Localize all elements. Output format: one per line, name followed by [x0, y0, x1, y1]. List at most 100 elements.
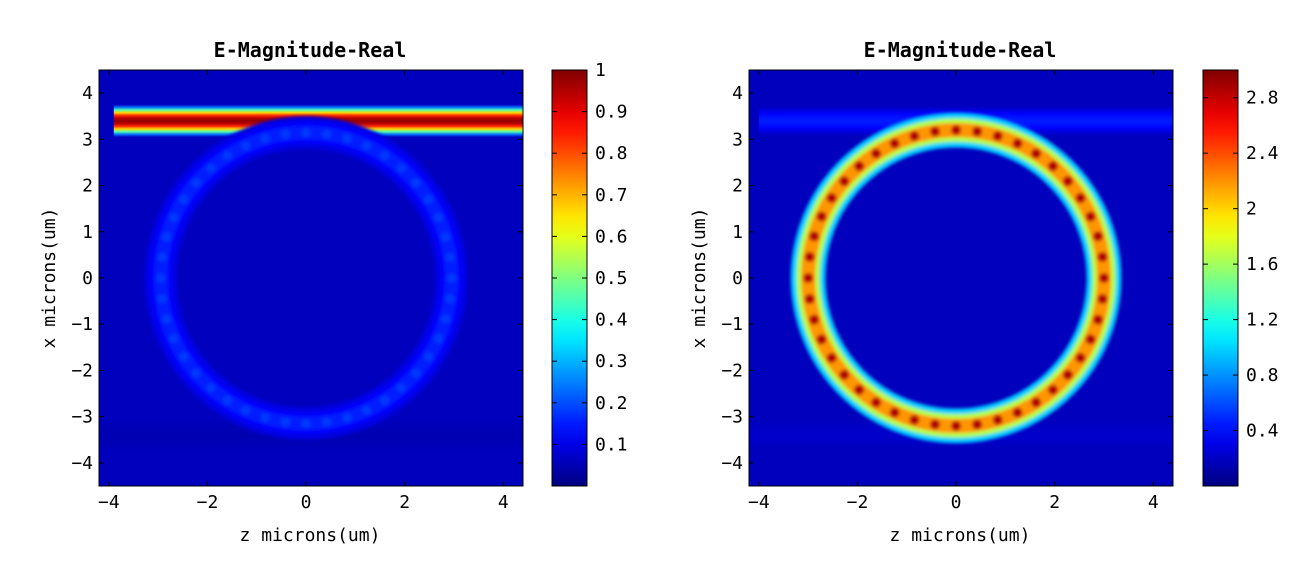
ring-field-peak	[1092, 314, 1104, 325]
ring-field-peak	[839, 176, 850, 187]
ring-field-peak	[240, 140, 251, 151]
colorbar-tick-label: 1	[595, 60, 606, 81]
ring-field-peak	[445, 293, 455, 304]
colorbar-tick-label: 0.5	[595, 268, 628, 289]
ring-field-peak	[871, 148, 882, 159]
y-tick-label: 1	[732, 222, 743, 243]
ring-field-peak	[951, 420, 962, 431]
y-tick-label: 2	[732, 176, 743, 197]
ring-field-peak	[157, 293, 167, 304]
colorbar-frame	[1202, 69, 1239, 487]
ring-field-peak	[440, 314, 451, 324]
ring-field-peak	[992, 414, 1003, 425]
colorbar-tick-label: 1.2	[1246, 310, 1279, 331]
y-tick-label: 3	[82, 129, 93, 150]
y-tick-label: 3	[732, 129, 743, 150]
ring-field-peak	[1062, 369, 1073, 380]
y-tick-label: −1	[721, 314, 743, 335]
heatmap-field	[99, 70, 523, 486]
ring-field-peak	[446, 273, 457, 283]
ring-field-peak	[1085, 334, 1096, 345]
colorbar-tick-label: 0.4	[595, 310, 628, 331]
left-chart-title: E-Magnitude-Real	[214, 38, 407, 62]
y-tick-label: −1	[71, 314, 93, 335]
ring-field-peak	[161, 314, 172, 324]
ring-field-peak	[178, 351, 189, 362]
ring-field-peak	[191, 368, 201, 378]
y-tick-label: −3	[71, 407, 93, 428]
ring-field-peak	[854, 161, 865, 172]
colorbar-tick-label: 1.6	[1246, 254, 1279, 275]
colorbar-tick-label: 0.4	[1246, 421, 1279, 442]
ring-field-peak	[206, 163, 216, 173]
ring-field-peak	[909, 131, 920, 142]
colorbar-gradient	[552, 70, 587, 486]
left-panel: E-Magnitude-Real −4 −2 0 2 4 4 3 2 1 0 −1 −2 −3 −4 z …	[39, 38, 628, 546]
ring-field-peak	[826, 192, 837, 204]
ring-field-peak	[1092, 231, 1104, 242]
ring-field-peak	[280, 129, 291, 139]
colorbar-tick-label: 0.3	[595, 351, 628, 372]
y-tick-label: −4	[71, 453, 93, 474]
ring-field-peak	[411, 368, 421, 378]
ring-field-peak	[972, 126, 983, 137]
ring-field-peak	[1012, 138, 1023, 149]
ring-field-peak	[1047, 384, 1058, 395]
y-tick-label: −2	[71, 360, 93, 381]
ring-field-peak	[379, 150, 390, 161]
ring-field-peak	[816, 334, 827, 345]
ring-field-peak	[240, 405, 251, 416]
x-tick-label: 4	[1148, 492, 1159, 513]
ring-field-peak	[1030, 397, 1042, 408]
ring-field-peak	[342, 133, 352, 144]
ring-field-peak	[155, 273, 166, 283]
ring-field-peak	[423, 194, 434, 205]
ring-field-peak	[161, 232, 172, 242]
ring-field-peak	[992, 131, 1003, 142]
ring-field-peak	[423, 351, 434, 362]
ring-field-peak	[839, 369, 850, 380]
left-y-axis-label: x microns(um)	[39, 208, 60, 349]
ring-field-peak	[169, 333, 179, 344]
ring-field-peak	[433, 212, 444, 223]
colorbar-tick-label: 0.6	[595, 226, 628, 247]
colorbar-tick-label: 2	[1246, 199, 1257, 220]
ring-field-peak	[1047, 161, 1058, 172]
ring-field-peak	[809, 314, 820, 325]
colorbar-tick-label: 0.1	[595, 434, 628, 455]
ring-field-peak	[809, 231, 820, 242]
colorbar-tick-label: 2.8	[1246, 88, 1279, 109]
x-tick-label: −2	[847, 492, 869, 513]
ring-field-peak	[854, 384, 865, 395]
ring-field-peak	[178, 194, 189, 205]
y-tick-label: 0	[82, 268, 93, 289]
right-chart-title: E-Magnitude-Real	[864, 38, 1057, 62]
colorbar-tick-label: 2.4	[1246, 143, 1279, 164]
ring-field-peak	[1075, 192, 1086, 204]
ring-field-peak	[260, 133, 270, 144]
heatmap-field	[749, 70, 1173, 486]
colorbar-tick-label: 0.8	[1246, 365, 1279, 386]
left-heatmap-plot: −4 −2 0 2 4 4 3 2 1 0 −1 −2 −3 −4	[71, 69, 524, 513]
x-tick-label: −2	[197, 492, 219, 513]
ring-field-peak	[396, 383, 407, 393]
y-tick-label: 1	[82, 222, 93, 243]
ring-field-peak	[301, 127, 311, 138]
ring-field-peak	[361, 140, 372, 151]
ring-field-peak	[1062, 176, 1073, 187]
ring-field-peak	[342, 412, 352, 423]
ring-field-peak	[440, 232, 451, 242]
x-tick-label: −4	[98, 492, 120, 513]
ring-field-peak	[1030, 148, 1042, 159]
y-tick-label: −2	[721, 360, 743, 381]
ring-resonator	[790, 112, 1122, 444]
left-x-axis-label: z microns(um)	[240, 525, 381, 546]
ring-field-peak	[222, 395, 233, 406]
ring-field-peak	[929, 419, 941, 430]
ring-resonator	[144, 116, 468, 440]
left-colorbar: 0.1 0.2 0.3 0.4 0.5 0.6 0.7 0.8 0.9 1	[551, 60, 628, 487]
right-x-axis-label: z microns(um)	[890, 525, 1031, 546]
y-tick-label: 0	[732, 268, 743, 289]
ring-field-peak	[260, 412, 270, 423]
